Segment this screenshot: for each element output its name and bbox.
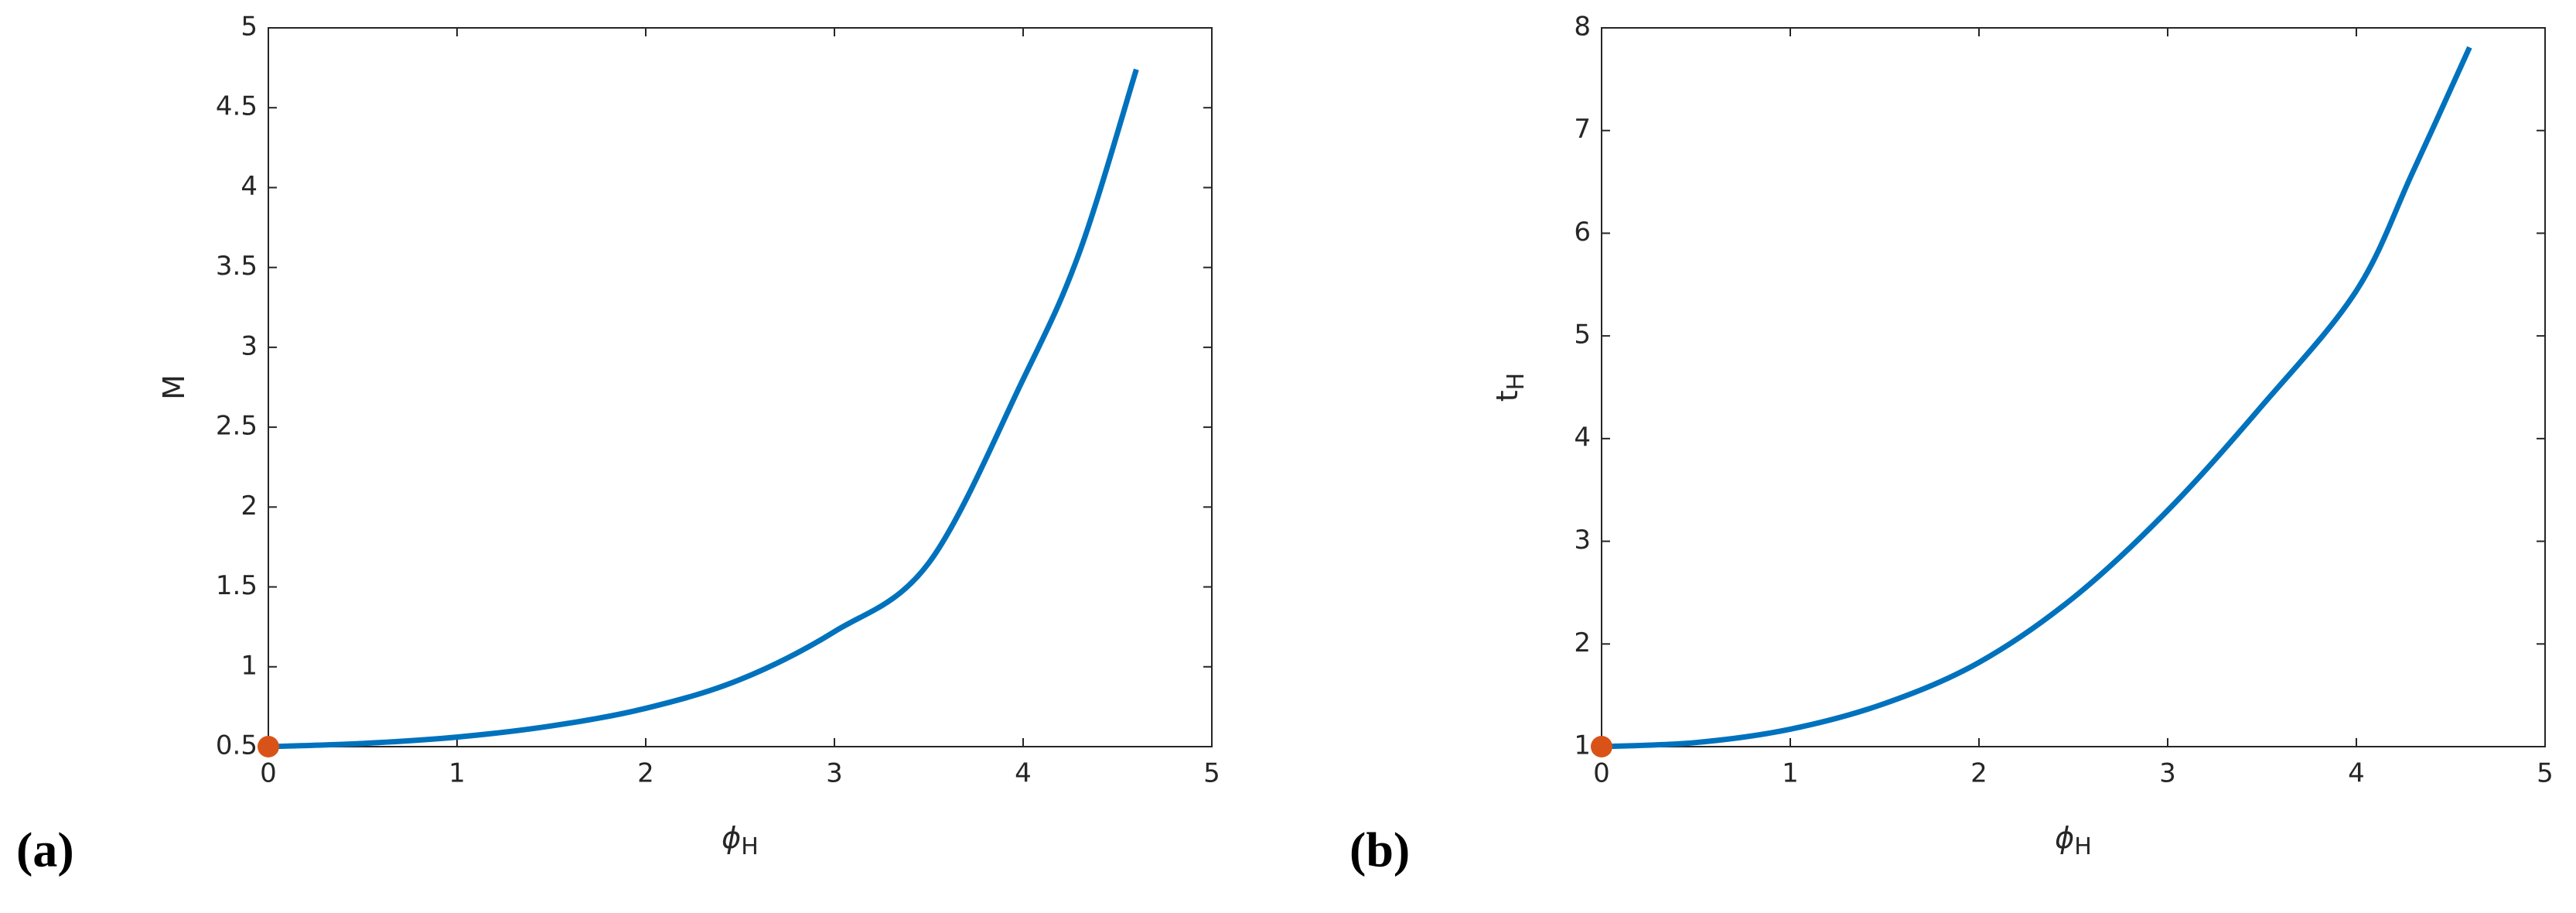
y-tick-label: 0.5 bbox=[216, 730, 258, 761]
x-tick-label: 1 bbox=[449, 758, 466, 789]
x-tick-label: 3 bbox=[2159, 758, 2176, 789]
chart: 0 1 2 3 4 5 0.5 1 1.5 2 2.5 3 3.5 4 4.5 5 ϕH M (a) bbox=[16, 12, 1220, 877]
y-axis-label-symbol: t bbox=[1490, 390, 1524, 402]
y-tick-label: 4 bbox=[1574, 422, 1591, 453]
x-tick-label: 1 bbox=[1782, 758, 1799, 789]
y-tick-label: 1 bbox=[241, 650, 258, 681]
panel-label: (b) bbox=[1349, 822, 1410, 877]
y-axis-label-sub: H bbox=[1503, 373, 1530, 391]
x-tick-label: 0 bbox=[260, 758, 277, 789]
y-tick-label: 2.5 bbox=[216, 411, 258, 442]
x-axis-label-symbol: ϕ bbox=[2055, 821, 2074, 855]
y-tick-label: 3.5 bbox=[216, 251, 258, 282]
y-tick-label: 4.5 bbox=[216, 91, 258, 122]
y-tick-label: 3 bbox=[241, 330, 258, 361]
y-tick-label: 5 bbox=[241, 12, 258, 43]
y-tick-label: 1.5 bbox=[216, 570, 258, 601]
y-tick-label: 4 bbox=[241, 171, 258, 202]
y-tick-label: 1 bbox=[1574, 730, 1591, 761]
x-tick-label: 4 bbox=[1015, 758, 1032, 789]
x-tick-label: 2 bbox=[637, 758, 654, 789]
marker bbox=[1591, 736, 1612, 757]
marker bbox=[258, 736, 279, 757]
x-tick-label: 5 bbox=[2537, 758, 2554, 789]
y-tick-label: 6 bbox=[1574, 217, 1591, 248]
y-axis-label: tH bbox=[1490, 373, 1530, 402]
y-axis-label: M bbox=[157, 374, 191, 400]
x-tick-label: 0 bbox=[1593, 758, 1610, 789]
y-tick-label: 5 bbox=[1574, 320, 1591, 350]
y-tick-label: 2 bbox=[1574, 627, 1591, 658]
x-axis-label: ϕH bbox=[722, 821, 759, 860]
y-tick-label: 8 bbox=[1574, 12, 1591, 43]
y-tick-label: 7 bbox=[1574, 114, 1591, 145]
x-tick-label: 4 bbox=[2348, 758, 2365, 789]
x-axis-label-sub: H bbox=[2074, 833, 2092, 860]
line bbox=[1601, 46, 2472, 750]
x-axis-label-symbol: ϕ bbox=[722, 821, 741, 855]
plot-area bbox=[268, 27, 1213, 747]
x-tick-label: 2 bbox=[1970, 758, 1987, 789]
y-axis-label-symbol: M bbox=[157, 374, 191, 400]
line bbox=[268, 68, 1139, 750]
y-tick-label: 3 bbox=[1574, 525, 1591, 556]
x-axis-label: ϕH bbox=[2055, 821, 2092, 860]
x-tick-label: 3 bbox=[826, 758, 843, 789]
y-tick-label: 2 bbox=[241, 491, 258, 521]
x-axis-label-sub: H bbox=[741, 833, 759, 860]
panel-label: (a) bbox=[16, 822, 74, 877]
x-tick-label: 5 bbox=[1203, 758, 1220, 789]
plot-area bbox=[1601, 27, 2546, 747]
